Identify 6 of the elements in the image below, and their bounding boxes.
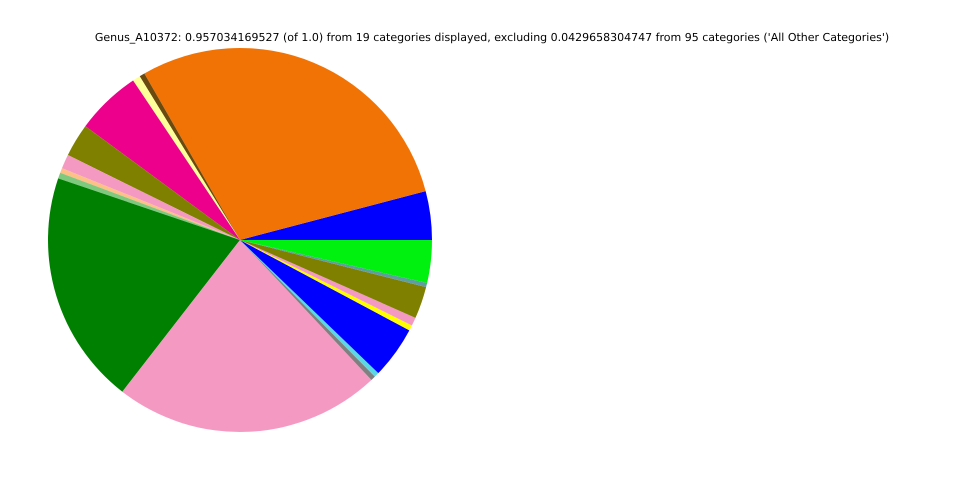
pie-slice: [68, 126, 240, 240]
pie-slice: [48, 178, 240, 392]
pie-slice: [144, 48, 426, 240]
pie-slice: [85, 80, 240, 240]
text: Genus_A10372: 0.957034169527 (of 1.0) from 19 categories displayed, excluding 0.0429658304747 from 95 categories ('All Other Categories'): [94, 31, 890, 44]
pie-slice: [62, 154, 240, 240]
